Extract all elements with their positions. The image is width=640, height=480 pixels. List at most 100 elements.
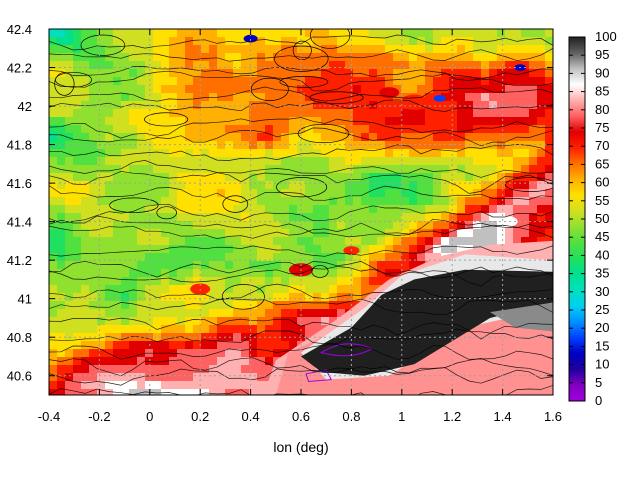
heatmap-cell bbox=[73, 77, 82, 86]
heatmap-cell bbox=[265, 301, 274, 310]
heatmap-cell bbox=[353, 141, 362, 150]
heatmap-cell bbox=[257, 85, 266, 94]
heatmap-cell bbox=[321, 93, 330, 102]
heatmap-cell bbox=[129, 293, 138, 302]
heatmap-cell bbox=[185, 93, 194, 102]
heatmap-cell bbox=[137, 237, 146, 246]
heatmap-cell bbox=[57, 253, 66, 262]
heatmap-cell bbox=[313, 213, 322, 222]
heatmap-cell bbox=[113, 333, 122, 342]
heatmap-cell bbox=[73, 93, 82, 102]
heatmap-cell bbox=[417, 181, 426, 190]
heatmap-cell bbox=[241, 101, 250, 110]
heatmap-cell bbox=[529, 157, 538, 166]
heatmap-cell bbox=[73, 261, 82, 270]
heatmap-cell bbox=[249, 93, 258, 102]
x-tick-label: -0.2 bbox=[88, 409, 110, 424]
heatmap-cell bbox=[57, 341, 66, 350]
heatmap-cell bbox=[65, 325, 74, 334]
heatmap-cell bbox=[225, 149, 234, 158]
heatmap-cell bbox=[345, 37, 354, 46]
heatmap-cell bbox=[105, 341, 114, 350]
heatmap-cell bbox=[345, 213, 354, 222]
heatmap-cell bbox=[193, 165, 202, 174]
sea-region bbox=[490, 302, 553, 332]
heatmap-cell bbox=[425, 181, 434, 190]
heatmap-cell bbox=[209, 389, 218, 395]
heatmap-cell bbox=[369, 45, 378, 54]
heatmap-cell bbox=[297, 93, 306, 102]
heatmap-cell bbox=[473, 197, 482, 206]
heatmap-cell bbox=[273, 157, 282, 166]
heatmap-cell bbox=[433, 245, 442, 254]
heatmap-cell bbox=[537, 37, 546, 46]
heatmap-cell bbox=[145, 381, 154, 390]
heatmap-cell bbox=[385, 173, 394, 182]
heatmap-cell bbox=[73, 357, 82, 366]
heatmap-cell bbox=[89, 181, 98, 190]
heatmap-cell bbox=[457, 85, 466, 94]
heatmap-cell bbox=[393, 37, 402, 46]
heatmap-cell bbox=[129, 141, 138, 150]
heatmap-cell bbox=[81, 349, 90, 358]
heatmap-cell bbox=[289, 317, 298, 326]
heatmap-cell bbox=[417, 117, 426, 126]
heatmap-cell bbox=[217, 117, 226, 126]
heatmap-cell bbox=[521, 53, 530, 62]
heatmap-cell bbox=[233, 349, 242, 358]
heatmap-cell bbox=[409, 69, 418, 78]
heatmap-cell bbox=[249, 77, 258, 86]
heatmap-cell bbox=[529, 101, 538, 110]
heatmap-cell bbox=[89, 85, 98, 94]
heatmap-cell bbox=[241, 317, 250, 326]
heatmap-cell bbox=[409, 61, 418, 70]
heatmap-cell bbox=[265, 349, 274, 358]
heatmap-cell bbox=[105, 277, 114, 286]
heatmap-cell bbox=[161, 77, 170, 86]
heatmap-cell bbox=[377, 109, 386, 118]
heatmap-cell bbox=[441, 205, 450, 214]
heatmap-cell bbox=[385, 109, 394, 118]
heatmap-cell bbox=[169, 117, 178, 126]
heatmap-cell bbox=[369, 173, 378, 182]
heatmap-cell bbox=[473, 141, 482, 150]
heatmap-cell bbox=[289, 141, 298, 150]
heatmap-cell bbox=[385, 133, 394, 142]
heatmap-cell bbox=[145, 325, 154, 334]
heatmap-cell bbox=[241, 237, 250, 246]
heatmap-cell bbox=[161, 261, 170, 270]
heatmap-cell bbox=[497, 205, 506, 214]
heatmap-cell bbox=[121, 269, 130, 278]
heatmap-cell bbox=[433, 229, 442, 238]
heatmap-cell bbox=[97, 53, 106, 62]
heatmap-cell bbox=[113, 285, 122, 294]
heatmap-cell bbox=[273, 165, 282, 174]
heatmap-cell bbox=[249, 237, 258, 246]
heatmap-cell bbox=[513, 229, 522, 238]
heatmap-cell bbox=[409, 173, 418, 182]
heatmap-cell bbox=[121, 381, 130, 390]
heatmap-cell bbox=[265, 229, 274, 238]
heatmap-cell bbox=[161, 29, 170, 38]
heatmap-cell bbox=[497, 93, 506, 102]
heatmap-cell bbox=[321, 277, 330, 286]
heatmap-cell bbox=[201, 101, 210, 110]
heatmap-cell bbox=[161, 37, 170, 46]
heatmap-cell bbox=[73, 61, 82, 70]
heatmap-cell bbox=[393, 109, 402, 118]
heatmap-cell bbox=[473, 29, 482, 38]
heatmap-cell bbox=[497, 69, 506, 78]
heatmap-cell bbox=[113, 325, 122, 334]
heatmap-cell bbox=[513, 181, 522, 190]
heatmap-cell bbox=[105, 157, 114, 166]
heatmap-cell bbox=[81, 365, 90, 374]
heatmap-cell bbox=[249, 261, 258, 270]
heatmap-cell bbox=[465, 61, 474, 70]
heatmap-cell bbox=[137, 245, 146, 254]
heatmap-cell bbox=[257, 109, 266, 118]
heatmap-cell bbox=[401, 229, 410, 238]
heatmap-cell bbox=[281, 253, 290, 262]
heatmap-cell bbox=[257, 285, 266, 294]
heatmap-cell bbox=[249, 189, 258, 198]
heatmap-cell bbox=[169, 373, 178, 382]
